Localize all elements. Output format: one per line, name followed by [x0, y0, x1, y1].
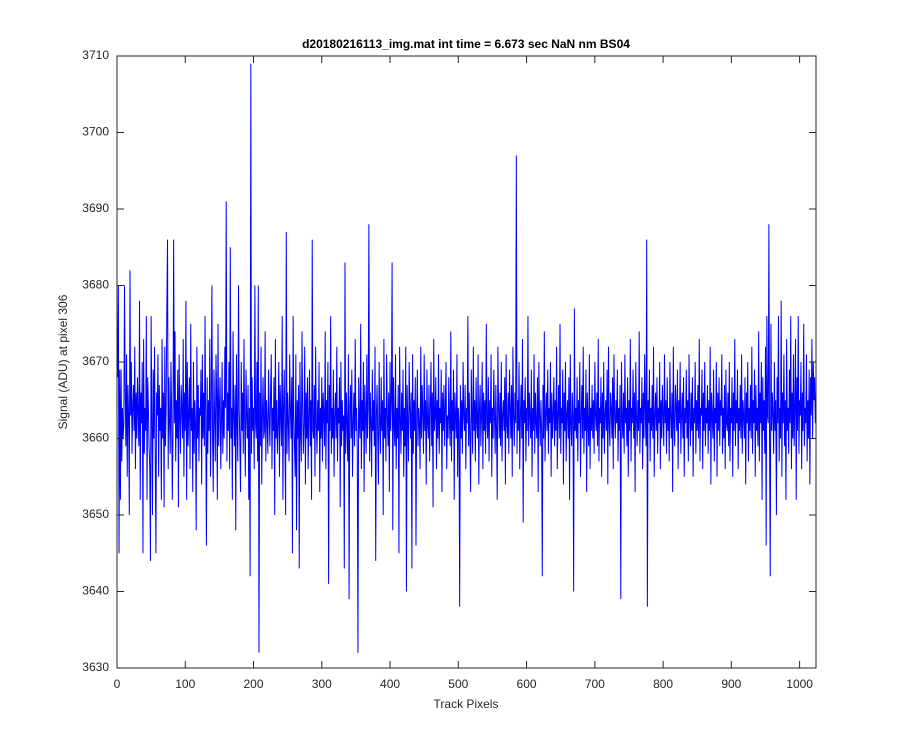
- y-tick-label: 3650: [82, 507, 109, 521]
- x-tick-label: 200: [244, 677, 264, 691]
- y-tick-label: 3670: [82, 354, 109, 368]
- x-tick-label: 800: [653, 677, 673, 691]
- data-line: [117, 63, 816, 653]
- y-tick-label: 3660: [82, 431, 109, 445]
- x-tick-label: 100: [175, 677, 195, 691]
- x-tick-label: 1000: [786, 677, 813, 691]
- x-tick-label: 300: [312, 677, 332, 691]
- y-tick-label: 3640: [82, 584, 109, 598]
- chart-title: d20180216113_img.mat int time = 6.673 se…: [302, 37, 630, 51]
- plot-frame: [116, 55, 817, 669]
- x-axis-label: Track Pixels: [434, 697, 499, 711]
- x-tick-label: 500: [448, 677, 468, 691]
- y-tick-label: 3710: [82, 48, 109, 62]
- x-tick-label: 900: [721, 677, 741, 691]
- y-tick-label: 3700: [82, 125, 109, 139]
- y-axis-label: Signal (ADU) at pixel 306: [56, 294, 70, 429]
- x-tick-label: 0: [114, 677, 121, 691]
- x-tick-label: 700: [585, 677, 605, 691]
- x-tick-label: 400: [380, 677, 400, 691]
- x-tick-label: 600: [517, 677, 537, 691]
- y-tick-label: 3690: [82, 201, 109, 215]
- y-tick-label: 3630: [82, 660, 109, 674]
- y-tick-label: 3680: [82, 278, 109, 292]
